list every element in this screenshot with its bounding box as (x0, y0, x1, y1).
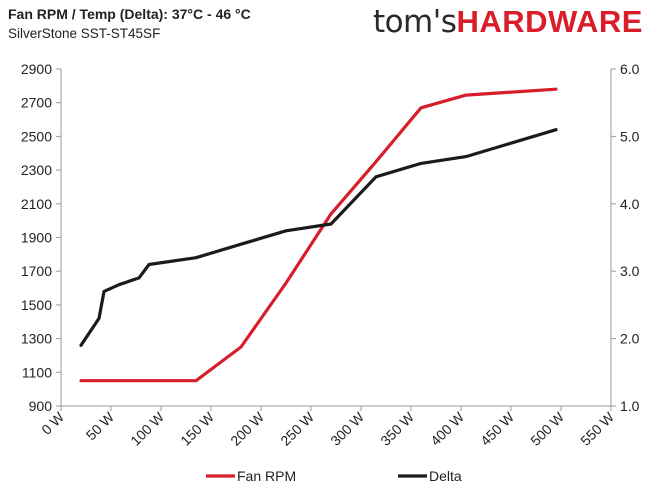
x-tick-label: 100 W (127, 408, 167, 448)
x-tick-label: 450 W (477, 408, 517, 448)
chart-lines (79, 87, 558, 383)
y-right-tick-label: 5.0 (620, 128, 640, 144)
logo-toms: tom's (372, 4, 457, 40)
x-tick-label: 300 W (327, 408, 367, 448)
x-tick-label: 400 W (427, 408, 467, 448)
x-tick-label: 50 W (83, 408, 118, 443)
logo-hardware: HARDWARE (456, 4, 643, 39)
series-line-delta (79, 128, 558, 347)
y-right-tick-label: 1.0 (620, 398, 640, 414)
y-right-tick-label: 2.0 (620, 331, 640, 347)
y-left-tick-label: 2700 (21, 95, 52, 111)
y-left-tick-label: 2900 (21, 61, 52, 77)
chart-axes (56, 68, 616, 411)
x-tick-label: 200 W (227, 408, 267, 448)
y-left-tick-label: 1300 (21, 331, 52, 347)
x-tick-label: 350 W (377, 408, 417, 448)
x-tick-label: 500 W (527, 408, 567, 448)
y-left-tick-label: 1500 (21, 297, 52, 313)
y-left-tick-label: 1900 (21, 230, 52, 246)
y-left-tick-label: 2300 (21, 162, 52, 178)
series-line-fan-rpm (79, 87, 558, 383)
x-tick-label: 250 W (277, 408, 317, 448)
chart-subtitle: SilverStone SST-ST45SF (8, 26, 161, 41)
x-tick-label: 150 W (177, 408, 217, 448)
x-tick-label: 550 W (577, 408, 617, 448)
y-right-tick-label: 6.0 (620, 61, 640, 77)
y-left-tick-label: 900 (29, 398, 53, 414)
legend-label-delta: Delta (429, 468, 462, 484)
y-left-tick-label: 2500 (21, 128, 52, 144)
toms-hardware-logo: tom'sHARDWARE (373, 2, 643, 42)
y-right-tick-label: 3.0 (620, 263, 640, 279)
y-left-tick-label: 1700 (21, 263, 52, 279)
chart-ticks: 900 1100 1300 1500 1700 1900 2100 2300 2500 2700 2… (21, 61, 640, 449)
chart-legend: Fan RPM Delta (206, 468, 462, 484)
chart-title: Fan RPM / Temp (Delta): 37°C - 46 °C (8, 6, 251, 22)
y-left-tick-label: 1100 (22, 364, 52, 380)
y-left-tick-label: 2100 (21, 196, 52, 212)
legend-label-fan-rpm: Fan RPM (237, 468, 296, 484)
y-right-tick-label: 4.0 (620, 196, 640, 212)
